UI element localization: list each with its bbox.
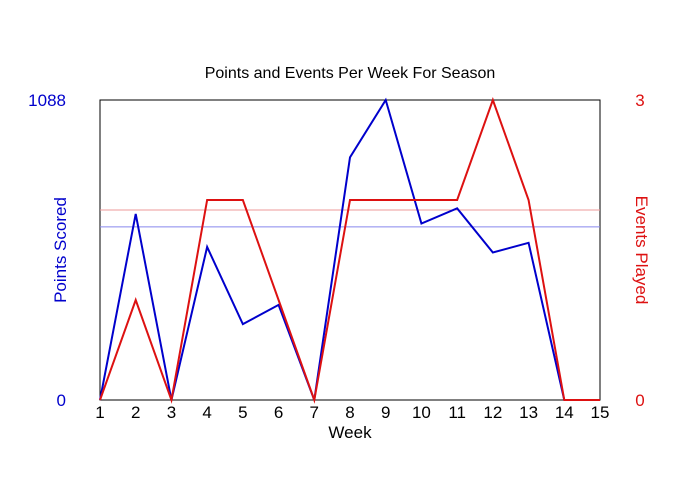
y-right-tick-label: 0	[635, 391, 644, 410]
x-tick-label: 9	[381, 403, 390, 422]
y-axis-right-label: Events Played	[632, 196, 651, 305]
x-axis-ticks: 1 2 3 4 5 6 7 8 9 10 11 12 13 14 15	[95, 403, 609, 422]
x-tick-label: 7	[310, 403, 319, 422]
x-tick-label: 1	[95, 403, 104, 422]
y-axis-ticks: 0 1088 0 3	[28, 91, 645, 410]
x-tick-label: 10	[412, 403, 431, 422]
x-tick-label: 12	[483, 403, 502, 422]
x-tick-label: 3	[167, 403, 176, 422]
y-left-tick-label: 1088	[28, 91, 66, 110]
x-axis-label: Week	[328, 423, 372, 442]
y-right-tick-label: 3	[635, 91, 644, 110]
y-left-tick-label: 0	[57, 391, 66, 410]
x-tick-label: 14	[555, 403, 574, 422]
chart-title: Points and Events Per Week For Season	[205, 65, 496, 82]
x-tick-label: 13	[519, 403, 538, 422]
average-lines	[100, 209, 600, 228]
x-tick-label: 11	[448, 403, 466, 422]
x-tick-label: 5	[238, 403, 247, 422]
x-tick-label: 4	[202, 403, 211, 422]
series-lines	[99, 97, 600, 404]
plot-area	[99, 99, 601, 401]
x-tick-label: 6	[274, 403, 283, 422]
x-tick-label: 2	[131, 403, 140, 422]
x-tick-label: 15	[591, 403, 610, 422]
x-tick-label: 8	[345, 403, 354, 422]
y-axis-left-label: Points Scored	[51, 197, 70, 303]
series-line-points	[99, 97, 600, 401]
series-line-events	[99, 97, 600, 404]
